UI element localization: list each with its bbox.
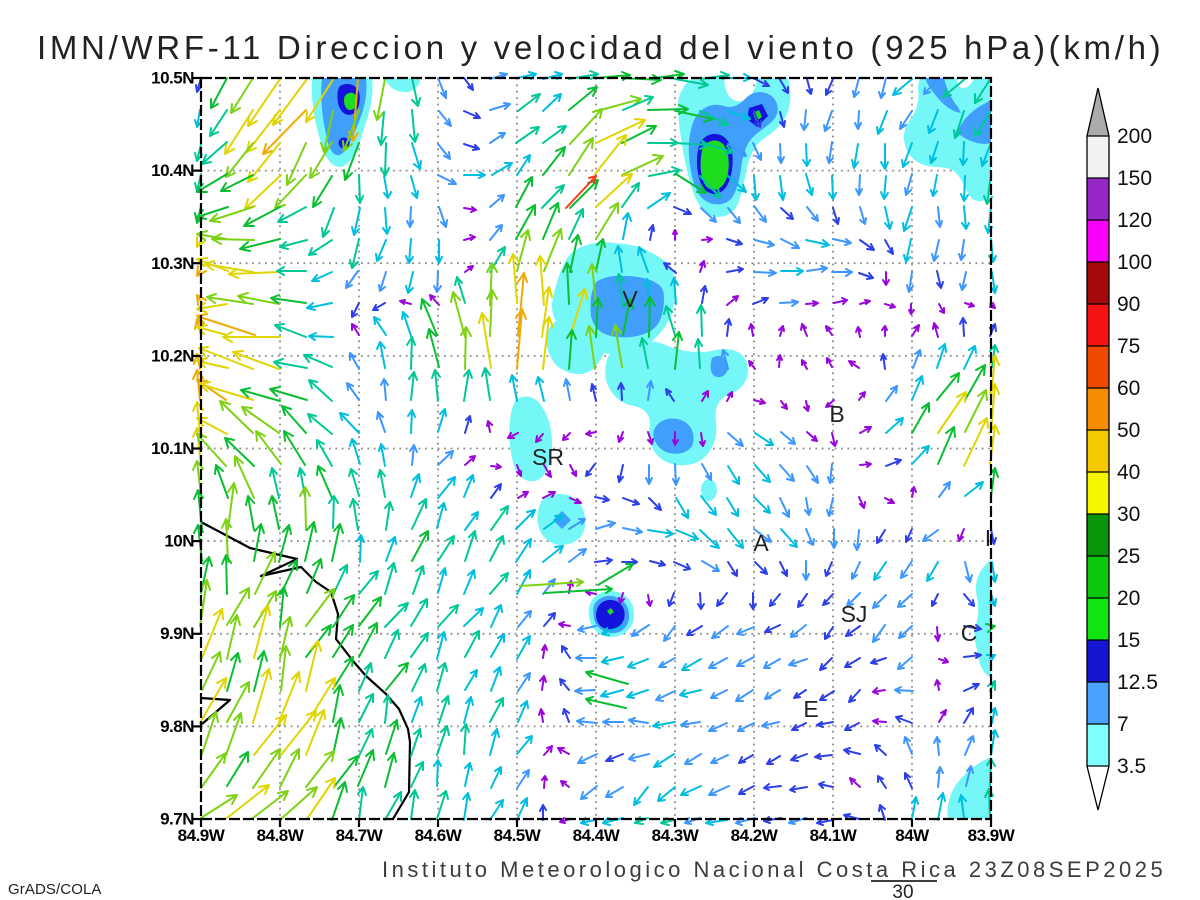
svg-text:C: C: [961, 620, 978, 646]
svg-text:10.3N: 10.3N: [151, 254, 194, 273]
svg-text:60: 60: [1117, 377, 1140, 400]
svg-text:100: 100: [1117, 251, 1152, 274]
svg-text:7: 7: [1117, 713, 1129, 736]
svg-text:I: I: [985, 525, 991, 551]
svg-text:SJ: SJ: [841, 601, 868, 627]
svg-text:150: 150: [1117, 167, 1152, 190]
svg-text:9.8N: 9.8N: [160, 717, 194, 736]
svg-text:10.4N: 10.4N: [151, 161, 194, 180]
svg-text:9.7N: 9.7N: [160, 810, 194, 829]
svg-text:200: 200: [1117, 125, 1152, 148]
svg-text:10.2N: 10.2N: [151, 346, 194, 365]
svg-text:30: 30: [892, 882, 913, 900]
svg-text:90: 90: [1117, 293, 1140, 316]
svg-text:84.9W: 84.9W: [178, 826, 226, 845]
svg-text:84.3W: 84.3W: [652, 826, 700, 845]
svg-text:V: V: [622, 286, 638, 312]
svg-text:GrADS/COLA: GrADS/COLA: [8, 881, 102, 898]
svg-text:10N: 10N: [164, 532, 194, 551]
svg-text:83.9W: 83.9W: [968, 826, 1016, 845]
svg-text:84W: 84W: [895, 826, 930, 845]
svg-text:25: 25: [1117, 545, 1140, 568]
svg-text:15: 15: [1117, 629, 1140, 652]
svg-text:9.9N: 9.9N: [160, 624, 194, 643]
svg-text:30: 30: [1117, 503, 1140, 526]
svg-text:3.5: 3.5: [1117, 755, 1146, 778]
svg-text:Instituto Meteorologico Nacion: Instituto Meteorologico Nacional Costa R…: [382, 857, 1166, 882]
svg-text:120: 120: [1117, 209, 1152, 232]
svg-text:84.4W: 84.4W: [573, 826, 621, 845]
svg-text:84.5W: 84.5W: [494, 826, 542, 845]
svg-text:84.6W: 84.6W: [415, 826, 463, 845]
svg-text:10.1N: 10.1N: [151, 439, 194, 458]
svg-text:12.5: 12.5: [1117, 671, 1158, 694]
svg-text:84.7W: 84.7W: [336, 826, 384, 845]
svg-text:A: A: [753, 530, 769, 556]
svg-text:50: 50: [1117, 419, 1140, 442]
svg-text:SR: SR: [532, 444, 564, 470]
svg-text:84.1W: 84.1W: [810, 826, 858, 845]
svg-text:E: E: [803, 696, 818, 722]
svg-text:IMN/WRF-11 Direccion y velocid: IMN/WRF-11 Direccion y velocidad del vie…: [37, 29, 1164, 66]
svg-text:75: 75: [1117, 335, 1140, 358]
svg-text:10.5N: 10.5N: [151, 69, 194, 88]
svg-text:84.8W: 84.8W: [257, 826, 305, 845]
svg-text:B: B: [829, 401, 844, 427]
svg-text:20: 20: [1117, 587, 1140, 610]
svg-text:84.2W: 84.2W: [731, 826, 779, 845]
svg-text:40: 40: [1117, 461, 1140, 484]
